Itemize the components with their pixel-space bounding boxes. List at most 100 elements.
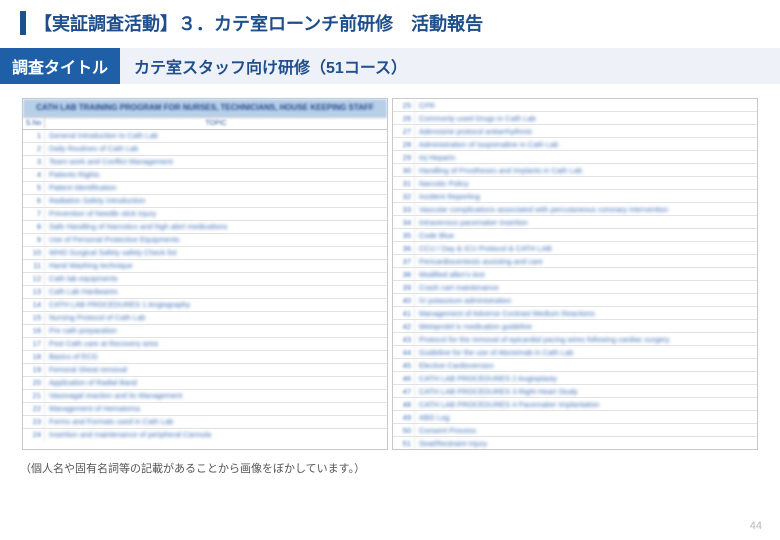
table-row: 6Radiation Safety Introduction	[23, 195, 387, 208]
table-row: 47CATH LAB PROCEDURES 3 Right Heart Stud…	[393, 385, 757, 398]
row-number: 44	[393, 346, 415, 358]
row-topic: Intravenous pacemaker insertion	[415, 216, 757, 228]
table-row: 45Elective Cardioversion	[393, 359, 757, 372]
row-topic: Elective Cardioversion	[415, 359, 757, 371]
row-topic: Use of Personal Protective Equipments	[45, 234, 387, 246]
table-row: 42Metoprolol iv medication guideline	[393, 320, 757, 333]
row-number: 41	[393, 307, 415, 319]
row-topic: Pericardiocentesis assisting and care	[415, 255, 757, 267]
row-topic: Prevention of Needle stick injury	[45, 208, 387, 220]
row-topic: Narcotic Policy	[415, 177, 757, 189]
row-topic: General Introduction to Cath Lab	[45, 130, 387, 142]
row-topic: Post Cath care at Recovery area	[45, 338, 387, 350]
table-row: 26Commonly used Drugs in Cath Lab	[393, 112, 757, 125]
row-number: 4	[23, 169, 45, 181]
row-number: 35	[393, 229, 415, 241]
row-number: 32	[393, 190, 415, 202]
row-topic: Administration of Isoprenaline in Cath L…	[415, 138, 757, 150]
row-number: 6	[23, 195, 45, 207]
subheader-text: カテ室スタッフ向け研修（51コース）	[120, 48, 780, 84]
row-number: 42	[393, 320, 415, 332]
training-table: CATH LAB TRAINING PROGRAM FOR NURSES, TE…	[22, 98, 758, 450]
row-number: 8	[23, 221, 45, 233]
row-number: 2	[23, 143, 45, 155]
table-row: 30Handling of Prostheses and Implants in…	[393, 164, 757, 177]
row-number: 22	[23, 403, 45, 415]
table-subheader-left: S.No TOPIC	[23, 118, 387, 130]
row-number: 31	[393, 177, 415, 189]
row-topic: WHO Surgical Safety safety Check list	[45, 247, 387, 259]
table-row: 3Team work and Conflict Management	[23, 156, 387, 169]
table-row: 28Administration of Isoprenaline in Cath…	[393, 138, 757, 151]
row-number: 17	[23, 338, 45, 350]
row-number: 1	[23, 130, 45, 142]
table-row: 41Management of Adverse Contrast Medium …	[393, 307, 757, 320]
row-topic: Hand Washing technique	[45, 260, 387, 272]
row-topic: Application of Radial Band	[45, 377, 387, 389]
row-number: 26	[393, 112, 415, 124]
row-number: 24	[23, 429, 45, 441]
table-row: 4Patients Rights	[23, 169, 387, 182]
table-row: 13Cath Lab Hardwares	[23, 286, 387, 299]
row-number: 48	[393, 398, 415, 410]
table-row: 10WHO Surgical Safety safety Check list	[23, 247, 387, 260]
col-topic-label: TOPIC	[45, 118, 387, 129]
row-topic: CPR	[415, 99, 757, 111]
page-title: 【実証調査活動】３．カテ室ローンチ前研修 活動報告	[34, 10, 483, 36]
row-topic: IV potassium administration	[415, 294, 757, 306]
table-row: 29Inj Heparin	[393, 151, 757, 164]
row-number: 33	[393, 203, 415, 215]
footnote: （個人名や固有名詞等の記載があることから画像をぼかしています。）	[0, 454, 780, 476]
row-number: 10	[23, 247, 45, 259]
row-number: 9	[23, 234, 45, 246]
row-topic: CATH LAB PROCEDURES 3 Right Heart Study	[415, 385, 757, 397]
row-number: 16	[23, 325, 45, 337]
row-number: 25	[393, 99, 415, 111]
table-row: 16Pre cath preparation	[23, 325, 387, 338]
page-number: 44	[750, 520, 762, 532]
table-row: 17Post Cath care at Recovery area	[23, 338, 387, 351]
row-topic: Seat/Restraint Injury	[415, 437, 757, 449]
row-number: 47	[393, 385, 415, 397]
table-row: 19Femoral Sheat removal	[23, 364, 387, 377]
table-row: 21Vasovagal reaction and its Management	[23, 390, 387, 403]
row-topic: Management of Hematoma	[45, 403, 387, 415]
row-topic: CATH LAB PROCEDURES 2 Angioplasty	[415, 372, 757, 384]
row-number: 36	[393, 242, 415, 254]
row-number: 29	[393, 151, 415, 163]
row-number: 13	[23, 286, 45, 298]
row-number: 5	[23, 182, 45, 194]
table-row: 36CCU / Day & ICU Protocol & CATH LAB	[393, 242, 757, 255]
table-row: 8Safe Handling of Narcotics and high ale…	[23, 221, 387, 234]
table-row: 22Management of Hematoma	[23, 403, 387, 416]
row-topic: Cath Lab Hardwares	[45, 286, 387, 298]
row-topic: Insertion and maintenance of peripheral …	[45, 429, 387, 441]
row-topic: Guideline for the use of Abciximab in Ca…	[415, 346, 757, 358]
table-row: 35Code Blue	[393, 229, 757, 242]
row-topic: CATH LAB PROCEDURES 4 Pacemaker Implanta…	[415, 398, 757, 410]
table-left-rows: 1General Introduction to Cath Lab2Daily …	[23, 130, 387, 441]
row-number: 39	[393, 281, 415, 293]
col-sn-label: S.No	[23, 118, 45, 129]
table-main-header: CATH LAB TRAINING PROGRAM FOR NURSES, TE…	[23, 99, 387, 118]
table-row: 49ABG Log	[393, 411, 757, 424]
row-number: 50	[393, 424, 415, 436]
row-number: 45	[393, 359, 415, 371]
table-row: 18Basics of ECG	[23, 351, 387, 364]
table-row: 9Use of Personal Protective Equipments	[23, 234, 387, 247]
row-number: 34	[393, 216, 415, 228]
row-number: 20	[23, 377, 45, 389]
table-left-column: CATH LAB TRAINING PROGRAM FOR NURSES, TE…	[22, 98, 388, 450]
row-topic: Nursing Protocol of Cath Lab	[45, 312, 387, 324]
row-number: 19	[23, 364, 45, 376]
table-row: 38Modified allen's test	[393, 268, 757, 281]
table-row: 39Crash cart maintenance	[393, 281, 757, 294]
table-row: 32Incident Reporting	[393, 190, 757, 203]
row-number: 37	[393, 255, 415, 267]
table-row: 44Guideline for the use of Abciximab in …	[393, 346, 757, 359]
table-row: 33Vascular complications associated with…	[393, 203, 757, 216]
table-row: 46CATH LAB PROCEDURES 2 Angioplasty	[393, 372, 757, 385]
row-topic: Femoral Sheat removal	[45, 364, 387, 376]
row-topic: Commonly used Drugs in Cath Lab	[415, 112, 757, 124]
row-topic: Patients Rights	[45, 169, 387, 181]
